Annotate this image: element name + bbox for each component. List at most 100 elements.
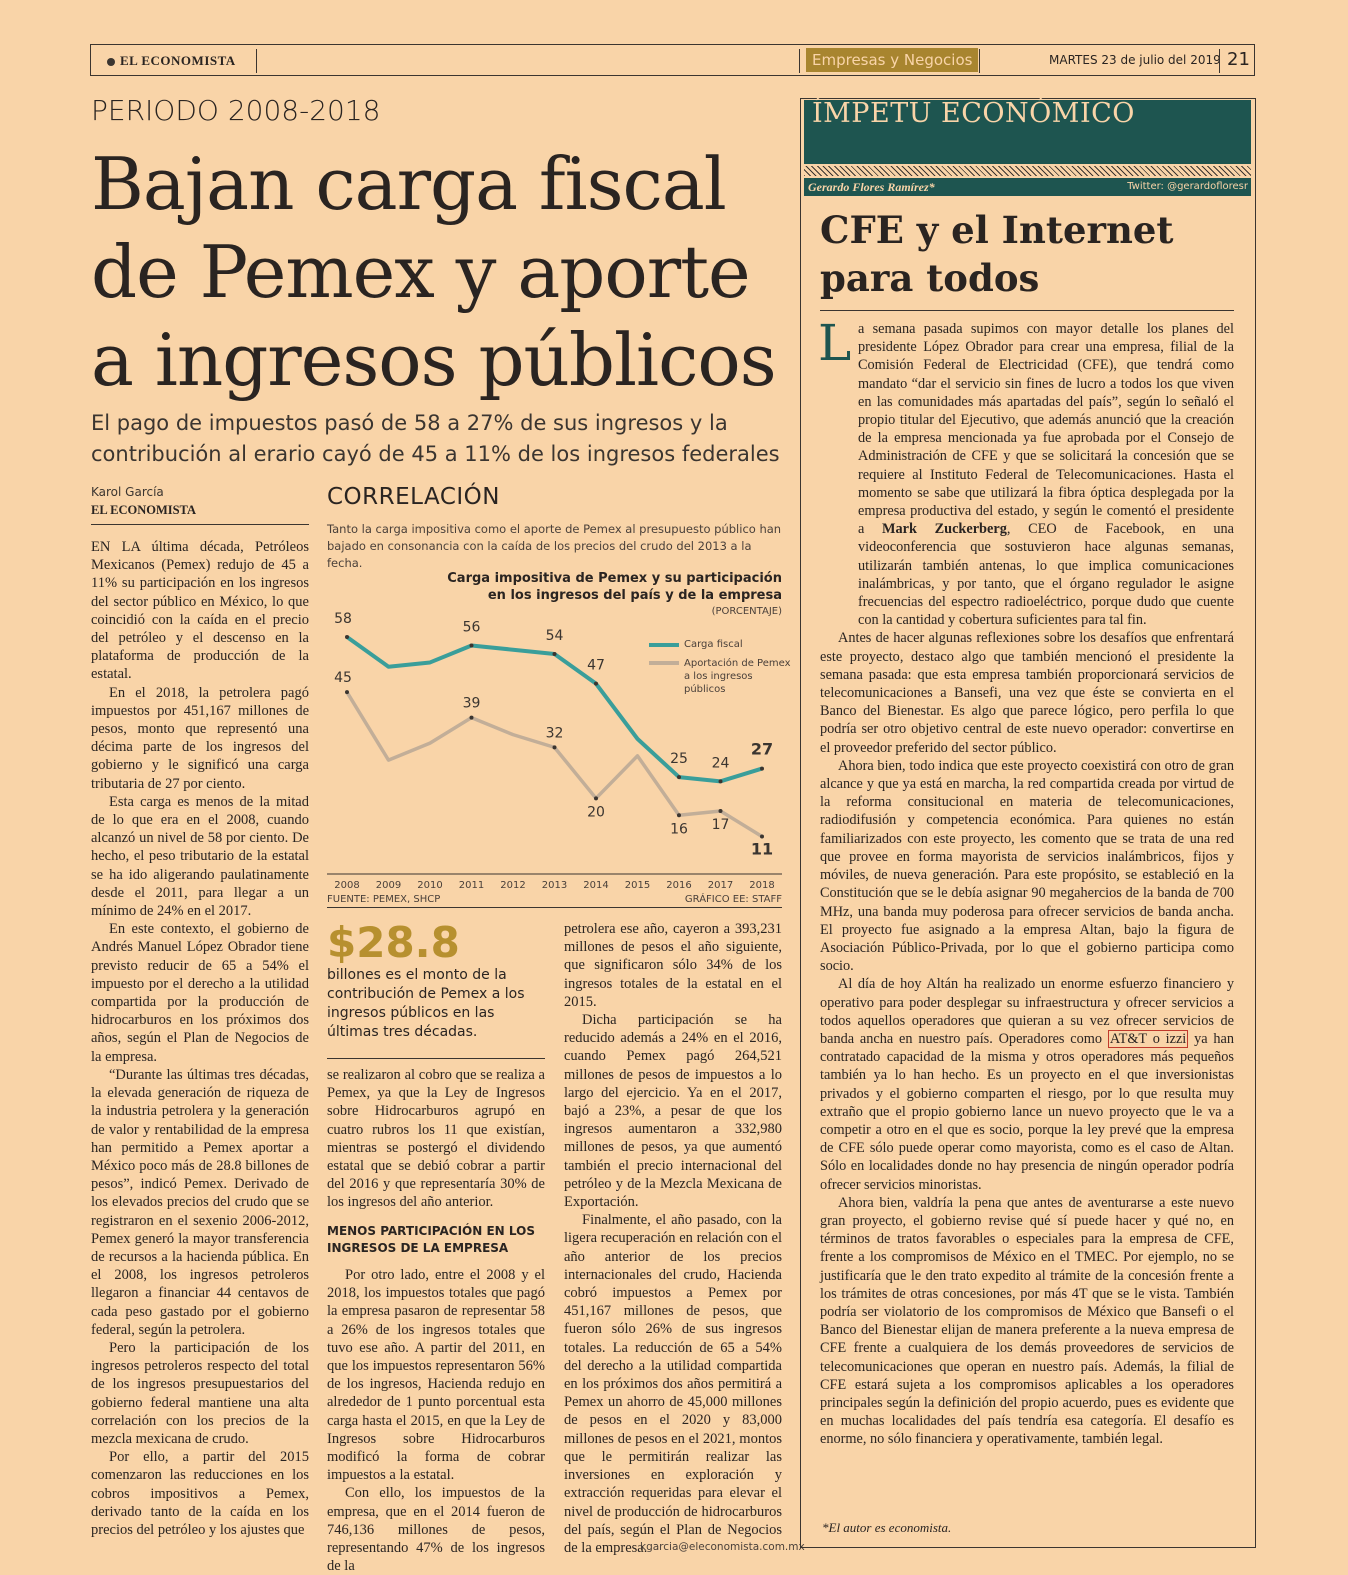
opinion-p1-bold: Mark Zuckerberg [882, 521, 1007, 538]
data-label: 11 [751, 840, 773, 859]
logo-mark-icon [107, 58, 115, 67]
highlight-figure: $28.8 [327, 918, 460, 967]
column-banner [804, 100, 1251, 164]
article-headline: Bajan carga fiscal de Pemex y aporte a i… [91, 142, 777, 402]
date-day: MARTES [1049, 53, 1098, 67]
column-author: Gerardo Flores Ramírez* [808, 180, 935, 194]
x-tick-label: 2015 [625, 880, 650, 891]
section-tab: Empresas y Negocios [806, 48, 979, 72]
paragraph: EN LA última década, Petróleos Mexicanos… [91, 539, 309, 683]
author-bar [804, 178, 1251, 196]
paragraph: Por otro lado, entre el 2008 y el 2018, … [327, 1267, 545, 1484]
data-point [594, 796, 598, 801]
byline-author: Karol García [91, 485, 164, 499]
author-twitter[interactable]: Twitter: @gerardofloresr [1127, 181, 1248, 192]
chart-block-heading: CORRELACIÓN [327, 484, 500, 510]
chart-unit: (PORCENTAJE) [711, 606, 782, 617]
x-tick-label: 2010 [417, 880, 442, 891]
data-label: 56 [463, 619, 481, 635]
opinion-paragraph: a semana pasada supimos con mayor detall… [820, 320, 1234, 629]
byline-rule [91, 524, 309, 525]
chart-source-text: FUENTE: PEMEX, SHCP [327, 894, 441, 905]
data-point [718, 809, 723, 814]
chart-credit: GRÁFICO EE: STAFF [684, 894, 782, 905]
data-point [345, 690, 349, 695]
article-column-2: se realizaron al cobro que se realiza a … [327, 1066, 545, 1212]
article-kicker: PERIODO 2008-2018 [91, 94, 381, 127]
opinion-title: CFE y el Internet para todos [820, 208, 1174, 300]
opinion-paragraph: Antes de hacer algunas reflexiones sobre… [820, 630, 1234, 756]
highlight-text: billones es el monto de la contribución … [327, 967, 525, 1040]
paragraph: En este contexto, el gobierno de Andrés … [91, 921, 309, 1065]
opinion-p4-lead: Al día de hoy Altán ha realizado un enor… [820, 976, 1234, 1047]
date-full: 23 de julio del 2019 [1101, 53, 1221, 67]
data-label: 16 [670, 821, 688, 837]
data-point [594, 681, 598, 686]
article-column-3: petrolera ese año, cayeron a 393,231 mil… [564, 920, 782, 1557]
article-column-2b: Por otro lado, entre el 2008 y el 2018, … [327, 1266, 545, 1575]
opinion-body: a semana pasada supimos con mayor detall… [820, 320, 1234, 1449]
page-header: EL ECONOMISTA Empresas y Negocios MARTES… [90, 44, 1255, 76]
data-label: 20 [587, 804, 605, 820]
paragraph: Con ello, los impuestos de la empresa, q… [327, 1485, 545, 1575]
legend-label-aportacion: Aportación de Pemex a los ingresos públi… [684, 658, 791, 695]
x-tick-label: 2012 [500, 880, 525, 891]
paragraph: En el 2018, la petrolera pagó impuestos … [91, 684, 309, 792]
x-tick-label: 2009 [376, 880, 401, 891]
opinion-title-rule [820, 310, 1234, 311]
dateline: MARTES 23 de julio del 2019 [1049, 53, 1221, 67]
highlight-rule [327, 1058, 545, 1059]
header-divider [1219, 49, 1220, 73]
x-tick-label: 2011 [459, 880, 484, 891]
data-point [552, 651, 557, 656]
legend-label-carga-fiscal: Carga fiscal [684, 639, 743, 650]
chart-block-description: Tanto la carga impositiva como el aporte… [327, 522, 782, 570]
column-name: ÍMPETU ECONÓMICO [812, 98, 1135, 129]
x-tick-label: 2008 [334, 880, 359, 891]
data-point [469, 643, 474, 648]
paragraph: se realizaron al cobro que se realiza a … [327, 1067, 545, 1211]
data-point [718, 779, 723, 784]
opinion-footnote: *El autor es economista. [822, 1520, 952, 1535]
paragraph: Pero la participación de los ingresos pe… [91, 1339, 309, 1447]
paragraph: Dicha participación se ha reducido ademá… [564, 1012, 782, 1211]
data-point [677, 775, 681, 780]
data-label: 24 [712, 755, 730, 771]
byline-publication: EL ECONOMISTA [91, 503, 196, 517]
opinion-paragraph: Ahora bien, todo indica que este proyect… [820, 757, 1234, 975]
data-label: 17 [712, 817, 730, 833]
paragraph: petrolera ese año, cayeron a 393,231 mil… [564, 921, 782, 1010]
data-point [345, 634, 349, 639]
dropcap: L [818, 314, 852, 372]
article-dek: El pago de impuestos pasó de 58 a 27% de… [91, 411, 780, 466]
article-subhead: MENOS PARTICIPACIÓN EN LOS INGRESOS DE L… [327, 1224, 535, 1255]
hatch-divider [804, 166, 1251, 176]
paragraph: “Durante las últimas tres décadas, la el… [91, 1066, 309, 1338]
data-label: 58 [334, 611, 352, 627]
chart-source: FUENTE: PEMEX, SHCP GRÁFICO EE: STAFF [327, 894, 782, 905]
data-label: 27 [751, 740, 773, 759]
header-divider [256, 49, 257, 73]
header-divider [799, 49, 800, 73]
publication-logo: EL ECONOMISTA [107, 53, 236, 69]
data-point [469, 715, 474, 720]
x-tick-label: 2018 [749, 880, 774, 891]
data-label: 32 [546, 725, 564, 741]
article-column-1: EN LA última década, Petróleos Mexicanos… [91, 538, 309, 1539]
opinion-paragraph: Ahora bien, valdría la pena que antes de… [820, 1194, 1234, 1448]
author-email[interactable]: kgarcia@eleconomista.com.mx [640, 1541, 805, 1553]
data-label: 47 [587, 658, 605, 674]
data-point [677, 813, 681, 818]
data-label: 45 [334, 670, 352, 686]
header-divider [979, 49, 980, 73]
opinion-p1-lead: a semana pasada supimos con mayor detall… [858, 321, 1234, 538]
data-point [760, 766, 764, 771]
paragraph: Finalmente, el año pasado, con la ligera… [564, 1212, 782, 1556]
paragraph: Esta carga es menos de la mitad de lo qu… [91, 793, 309, 920]
chart-bottom-rule [327, 907, 782, 908]
x-tick-label: 2013 [542, 880, 567, 891]
x-tick-label: 2014 [583, 880, 608, 891]
data-point [760, 834, 764, 839]
opinion-paragraph: Al día de hoy Altán ha realizado un enor… [820, 975, 1234, 1193]
